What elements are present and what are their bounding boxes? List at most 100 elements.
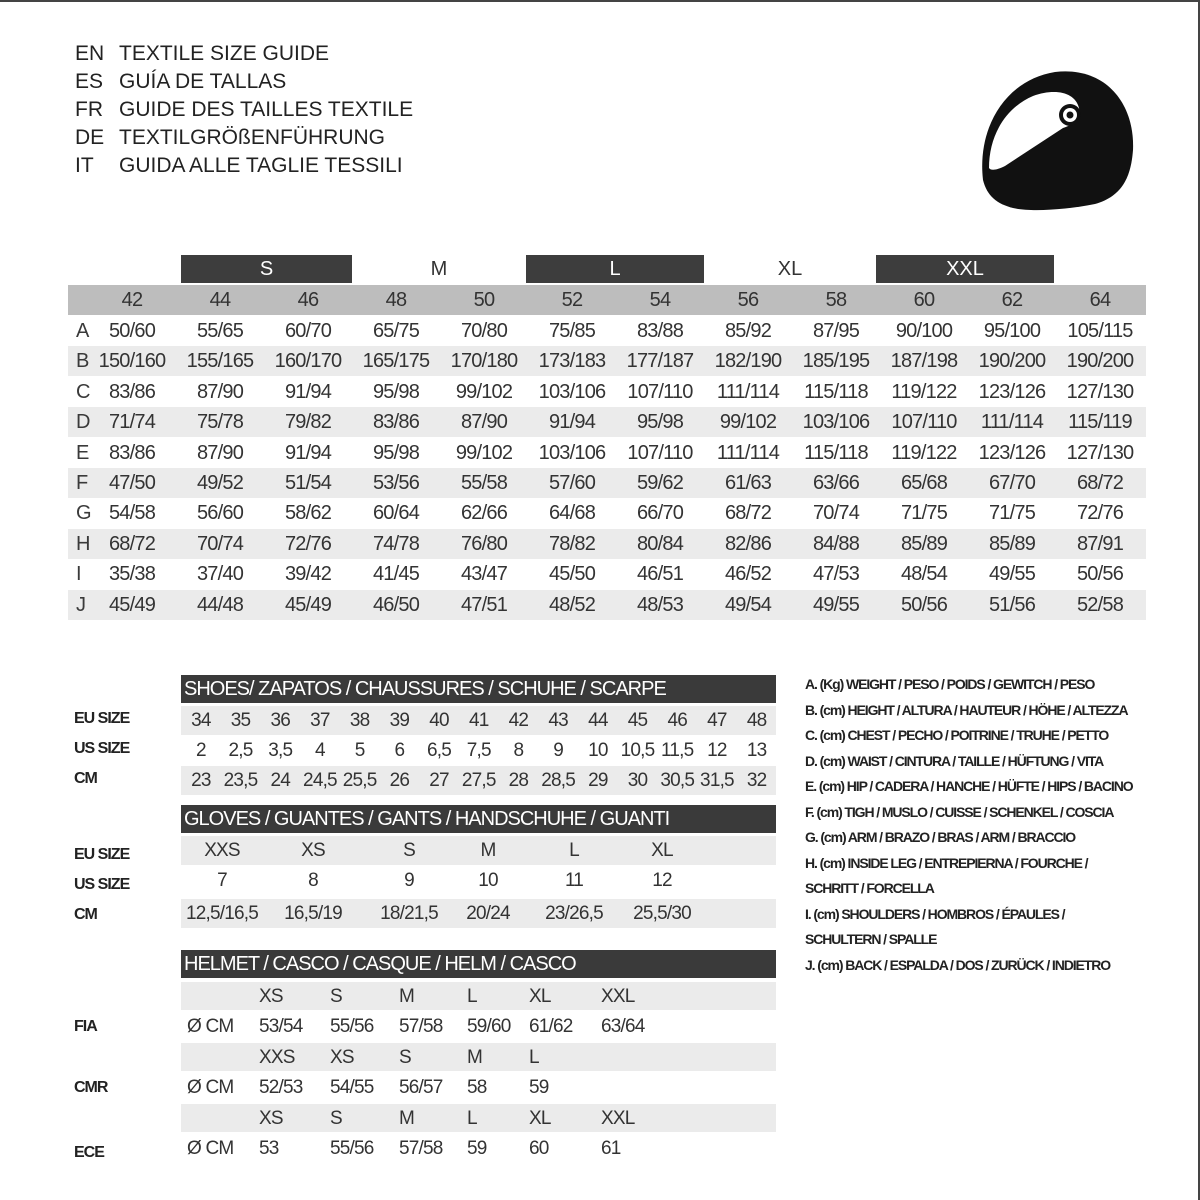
table-cell: 190/200 — [1066, 350, 1135, 373]
size-header-cell: 50 — [473, 289, 495, 311]
table-cell: 127/130 — [1066, 441, 1135, 464]
table-cell: 29 — [588, 770, 608, 791]
language-code: DE — [75, 126, 105, 149]
table-cell: 95/98 — [636, 411, 684, 434]
table-cell: 70/74 — [812, 502, 860, 525]
row-label: E — [76, 441, 90, 464]
table-cell: 44/48 — [196, 593, 244, 616]
standard-label: CMR — [74, 1079, 108, 1096]
helmet-size-cell: S — [399, 1047, 412, 1068]
table-cell: 87/90 — [460, 411, 508, 434]
table-cell: 83/86 — [372, 411, 420, 434]
table-cell: 85/89 — [988, 532, 1036, 555]
table-cell: 46/50 — [372, 593, 420, 616]
helmet-size-cell: XS — [259, 986, 284, 1007]
table-cell: 71/75 — [988, 502, 1036, 525]
table-cell: 25,5/30 — [633, 903, 692, 924]
helmet-size-cell: L — [467, 986, 478, 1007]
row-label: F — [76, 472, 89, 494]
table-cell: S — [403, 840, 416, 861]
table-cell: 90/100 — [895, 320, 953, 342]
table-cell: 4 — [315, 740, 326, 761]
table-row: 2 2,5 3,5 4 5 6 6,5 7,5 8 9 10 10,5 11,5 12 13 — [181, 736, 776, 765]
helmet-value-cell: 57/58 — [399, 1016, 443, 1037]
helmet-value-cell: 56/57 — [399, 1077, 443, 1098]
table-cell: 26 — [389, 770, 410, 791]
table-cell: 60/70 — [284, 320, 332, 342]
table-cell: 54/58 — [108, 502, 156, 525]
table-cell: 173/183 — [538, 350, 607, 373]
table-cell: 190/200 — [978, 350, 1047, 373]
table-cell: 27 — [429, 770, 449, 791]
table-cell: 80/84 — [636, 532, 684, 555]
helmet-value-row: Ø CM 52/53 54/55 56/57 58 59 — [181, 1073, 776, 1103]
table-cell: 83/86 — [108, 380, 156, 403]
table-cell: 8 — [308, 870, 319, 891]
table-cell: 2,5 — [228, 740, 254, 761]
helmet-size-cell: XL — [529, 1108, 551, 1129]
helmet-size-row: XS S M L XL XXL — [181, 1104, 776, 1132]
size-header-cell: 42 — [121, 289, 143, 311]
helmet-value-row: Ø CM 53/54 55/56 57/58 59/60 61/62 63/64 — [181, 1012, 776, 1042]
title-text: GUIDA ALLE TAGLIE TESSILI — [119, 154, 403, 177]
legend-item: I. (cm) SHOULDERS / HOMBROS / ÉPAULES / — [805, 905, 1066, 922]
language-code: FR — [75, 98, 103, 121]
legend-item: A. (Kg) WEIGHT / PESO / POIDS / GEWITCH … — [805, 676, 1095, 692]
table-cell: 5 — [354, 740, 366, 761]
table-cell: 87/91 — [1076, 532, 1124, 555]
table-cell: M — [480, 840, 496, 861]
helmet-icon — [982, 71, 1134, 211]
table-cell: 61/63 — [724, 472, 772, 494]
row-label: EU SIZE — [74, 710, 130, 727]
table-cell: 177/187 — [626, 350, 695, 373]
table-cell: 75/78 — [196, 411, 244, 434]
shoes-header: SHOES/ ZAPATOS / CHAUSSURES / SCHUHE / S… — [181, 675, 776, 703]
table-cell: 28 — [508, 770, 529, 791]
table-cell: 83/88 — [636, 320, 684, 342]
table-cell: 48 — [746, 710, 767, 731]
table-cell: 11 — [564, 870, 584, 891]
table-cell: 41/45 — [372, 563, 420, 586]
table-cell: 119/122 — [891, 441, 957, 464]
size-header-cell: 46 — [297, 289, 319, 311]
helmet-size-cell: XXL — [601, 1108, 635, 1129]
table-cell: 59/62 — [636, 472, 684, 494]
legend-item: J. (cm) BACK / ESPALDA / DOS / ZURÜCK / … — [805, 956, 1111, 973]
helmet-header: HELMET / CASCO / CASQUE / HELM / CASCO — [181, 950, 776, 978]
helmet-value-cell: 57/58 — [399, 1138, 443, 1159]
size-group-s: S — [181, 255, 352, 283]
language-code: EN — [75, 42, 105, 65]
table-cell: 7,5 — [466, 740, 492, 761]
table-cell: 37/40 — [196, 563, 244, 586]
helmet-size-cell: M — [399, 1108, 415, 1129]
size-header-cell: 48 — [385, 289, 407, 311]
table-cell: 182/190 — [714, 350, 783, 373]
helmet-value-cell: 60 — [529, 1138, 549, 1159]
table-cell: 34 — [191, 710, 211, 731]
helmet-value-cell: 59/60 — [467, 1016, 511, 1037]
table-cell: 105/115 — [1067, 320, 1133, 342]
row-label: D — [76, 411, 91, 434]
table-cell: 99/102 — [719, 411, 777, 434]
table-cell: 62/66 — [460, 502, 508, 525]
helmet-value-cell: 55/56 — [330, 1016, 374, 1037]
table-cell: 68/72 — [108, 532, 156, 555]
row-label: US SIZE — [74, 876, 130, 893]
table-row: B 150/160 155/165 160/170 165/175 170/180 173/… — [68, 346, 1146, 377]
table-cell: 18/21,5 — [380, 903, 439, 924]
table-cell: 91/94 — [284, 380, 332, 403]
table-row: XXS XS S M L XL — [181, 836, 776, 865]
table-cell: 111/114 — [716, 441, 780, 464]
table-cell: 68/72 — [724, 502, 772, 525]
row-label: CM — [74, 906, 98, 923]
table-cell: L — [569, 840, 580, 861]
helmet-value-cell: 59 — [529, 1077, 549, 1098]
table-cell: 30,5 — [660, 770, 695, 791]
table-cell: 27,5 — [461, 770, 497, 791]
table-cell: 10 — [588, 740, 608, 761]
legend-item: G. (cm) ARM / BRAZO / BRAS / ARM / BRACC… — [805, 829, 1076, 845]
table-cell: 52/58 — [1076, 593, 1124, 616]
table-cell: 70/74 — [196, 532, 244, 555]
table-cell: 91/94 — [284, 441, 332, 464]
table-cell: 11,5 — [661, 740, 694, 761]
